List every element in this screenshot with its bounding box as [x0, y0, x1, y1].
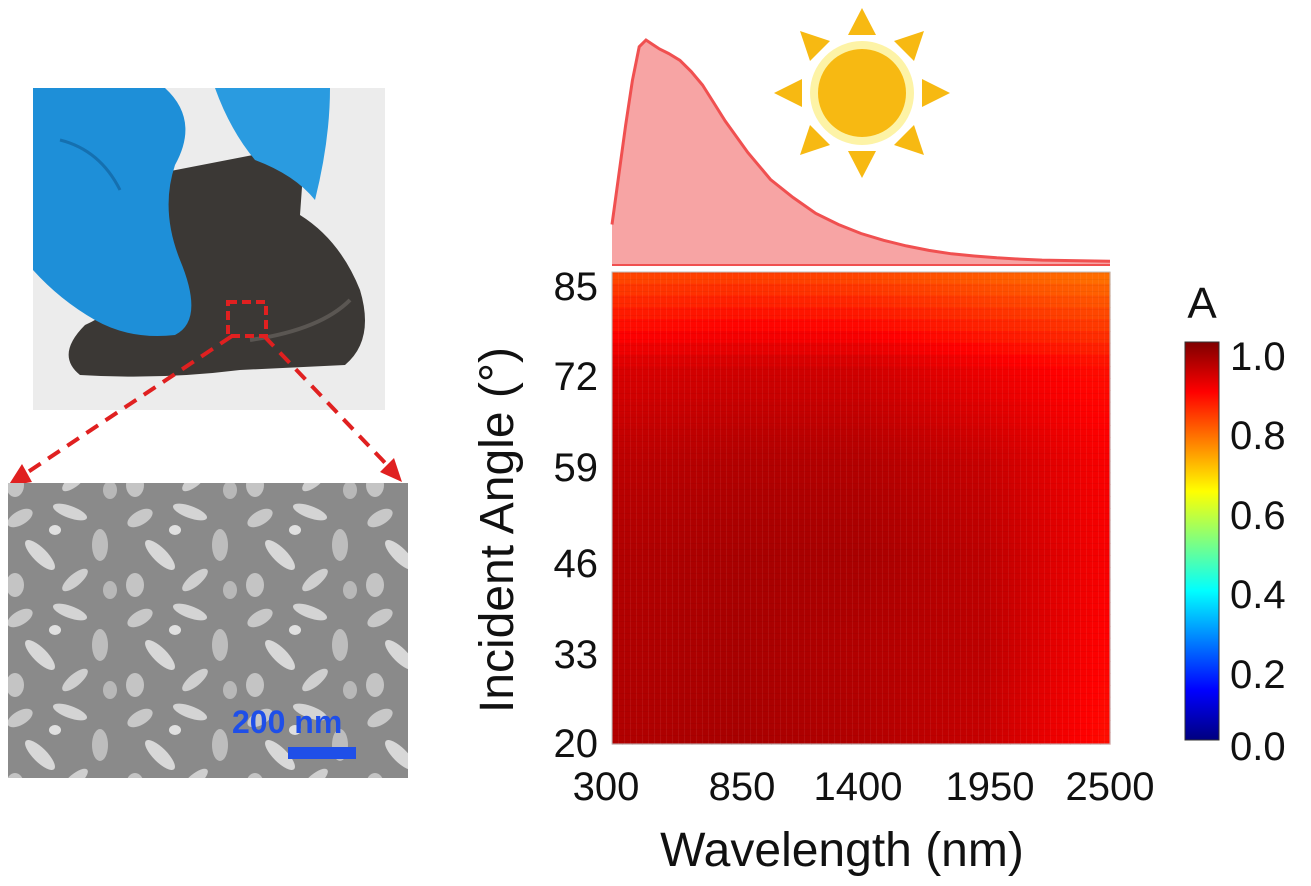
zoom-arrow-right: [262, 334, 392, 470]
x-tick-label: 1400: [814, 765, 903, 809]
x-axis-label: Wavelength (nm): [660, 824, 1024, 877]
sem-scale-label: 200 nm: [232, 704, 342, 740]
colorbar-gradient: [1184, 341, 1220, 741]
glove-crease: [59, 138, 122, 191]
x-tick-label: 1950: [946, 765, 1035, 809]
zoom-arrow-left: [20, 334, 234, 478]
y-tick-label: 33: [554, 633, 599, 677]
x-tick-label: 850: [709, 765, 776, 809]
sun-icon: [774, 8, 950, 178]
x-tick-label: 2500: [1066, 765, 1155, 809]
colorbar-tick-label: 1.0: [1230, 335, 1286, 379]
x-tick-label: 300: [573, 765, 640, 809]
arrowhead-right: [380, 458, 402, 482]
y-tick-label: 59: [554, 446, 599, 490]
solar-spectrum: [610, 38, 1111, 266]
sem-micrograph: [8, 483, 408, 778]
y-axis-label: Incident Angle (°): [471, 347, 524, 713]
colorbar-tick-label: 0.8: [1230, 414, 1286, 458]
colorbar-tick-label: 0.0: [1230, 725, 1286, 769]
sample-photo: [33, 88, 385, 410]
solar-spectrum-area: [612, 40, 1110, 265]
x-axis: 300 850 1400 1950 2500 Wavelength (nm): [573, 765, 1155, 877]
heatmap: [611, 271, 1111, 745]
sem-image: 200 nm: [8, 483, 408, 778]
colorbar-tick-label: 0.4: [1230, 573, 1286, 617]
heatmap-texture: [612, 272, 1110, 744]
colorbar-tick-label: 0.2: [1230, 653, 1286, 697]
colorbar-title: A: [1187, 279, 1217, 328]
colorbar-tick-label: 0.6: [1230, 494, 1286, 538]
sem-scale-bar: [288, 747, 356, 759]
colorbar: A 1.0 0.8 0.6 0.4 0.2 0.0: [1184, 279, 1286, 769]
y-axis: 85 72 59 46 33 20 Incident Angle (°): [471, 265, 598, 766]
arrowhead-left: [8, 464, 32, 486]
y-tick-label: 20: [554, 722, 599, 766]
gloved-hand-left: [33, 88, 192, 336]
magnify-marker: [226, 300, 268, 338]
zoom-arrows: [8, 334, 402, 486]
solar-spectrum-line: [610, 38, 1111, 263]
y-tick-label: 72: [554, 355, 599, 399]
y-tick-label: 85: [554, 265, 599, 309]
plot-frame: [611, 271, 1111, 745]
y-tick-label: 46: [554, 542, 599, 586]
gloved-hand-right: [215, 88, 330, 200]
